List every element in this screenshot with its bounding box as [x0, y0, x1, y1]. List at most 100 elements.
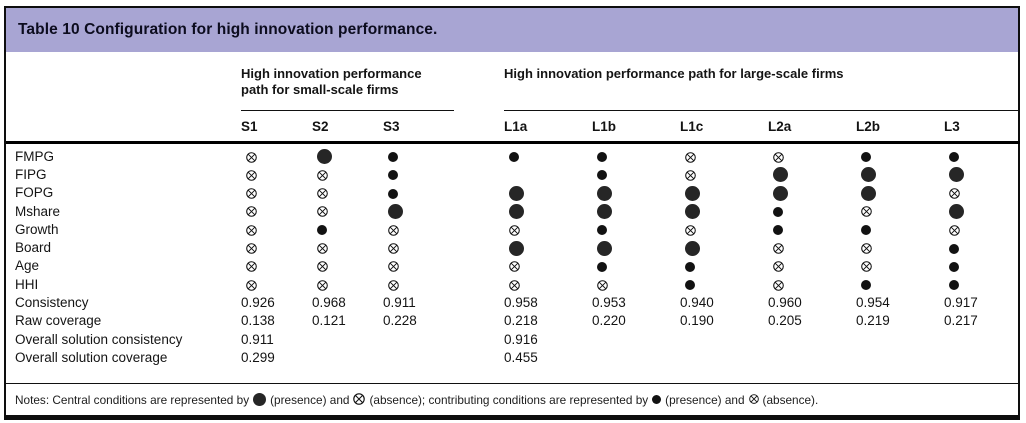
contributing-presence-icon — [388, 152, 398, 163]
condition-cell — [312, 275, 383, 293]
table-row: HHI — [6, 275, 1020, 293]
stat-value: 0.911 — [383, 295, 416, 311]
group-gap — [454, 238, 504, 256]
central-presence-icon — [597, 185, 613, 201]
absence-icon — [317, 170, 328, 181]
contributing-presence-icon — [949, 280, 960, 291]
absence-icon — [773, 243, 784, 254]
table-row: Age — [6, 257, 1020, 275]
row-label: Raw coverage — [15, 313, 102, 329]
stat-value: 0.968 — [312, 295, 346, 311]
condition-cell — [312, 165, 383, 183]
absence-icon — [246, 279, 257, 291]
absence-icon — [685, 170, 696, 181]
row-label: FOPG — [15, 185, 54, 201]
table-row: Overall solution coverage 0.299 0.455 — [6, 348, 1020, 366]
stat-value — [768, 348, 856, 366]
condition-cell — [944, 238, 1020, 256]
contributing-presence-icon — [773, 206, 784, 217]
stat-value: 0.926 — [241, 295, 275, 311]
stat-value — [944, 330, 1020, 348]
stat-value: 0.916 — [504, 331, 538, 347]
group-gap — [454, 312, 504, 330]
stat-value — [592, 348, 680, 366]
condition-cell — [856, 275, 944, 293]
notes-text: (absence). — [762, 392, 819, 407]
absence-icon — [773, 261, 784, 273]
column-header-l1b: L1b — [592, 110, 681, 144]
absence-icon — [388, 224, 399, 236]
absence-icon — [246, 170, 257, 181]
condition-cell — [768, 238, 856, 256]
absence-icon — [388, 279, 399, 291]
column-header-row: S1 S2 S3 L1a L1b L1c L2a L2b L3 — [6, 110, 1021, 144]
condition-cell — [944, 257, 1020, 275]
table-title: Table 10 Configuration for high innovati… — [18, 21, 438, 38]
table-row: Mshare — [6, 202, 1020, 220]
condition-cell — [944, 143, 1020, 166]
stat-value: 0.121 — [312, 313, 346, 329]
row-label: FIPG — [15, 166, 47, 182]
condition-cell — [680, 275, 768, 293]
absence-icon — [509, 224, 520, 236]
column-header-l2b: L2b — [856, 110, 945, 144]
contributing-presence-icon — [597, 225, 608, 236]
stat-value: 0.220 — [592, 313, 626, 329]
condition-cell — [768, 220, 856, 238]
condition-cell — [241, 184, 312, 202]
central-presence-icon — [773, 167, 789, 183]
condition-cell — [944, 165, 1020, 183]
condition-cell — [592, 275, 680, 293]
central-presence-icon — [685, 185, 701, 201]
absence-icon — [685, 224, 696, 236]
stat-value: 0.218 — [504, 313, 538, 329]
stat-value: 0.138 — [241, 313, 275, 329]
stat-value — [768, 330, 856, 348]
condition-cell — [592, 202, 680, 220]
condition-cell — [856, 238, 944, 256]
stat-value: 0.228 — [383, 313, 417, 329]
absence-icon — [388, 243, 399, 254]
contributing-presence-icon — [597, 152, 608, 163]
condition-cell — [383, 202, 454, 220]
group-gap — [454, 110, 505, 144]
contributing-presence-icon — [685, 280, 696, 291]
central-presence-icon — [317, 149, 332, 165]
stat-value: 0.940 — [680, 295, 714, 311]
central-presence-icon — [253, 392, 267, 406]
row-label: Board — [15, 240, 52, 256]
stat-value — [383, 348, 454, 366]
condition-cell — [856, 143, 944, 166]
absence-icon — [317, 261, 328, 273]
condition-cell — [768, 257, 856, 275]
stat-value — [312, 348, 383, 366]
central-presence-icon — [597, 240, 613, 256]
group-gap — [454, 293, 504, 311]
central-presence-icon — [949, 167, 965, 183]
table-row: FMPG — [6, 143, 1020, 166]
absence-icon — [317, 188, 328, 199]
condition-cell — [241, 275, 312, 293]
group-gap — [454, 184, 504, 202]
table-row: Board — [6, 238, 1020, 256]
condition-cell — [383, 165, 454, 183]
condition-cell — [680, 257, 768, 275]
central-presence-icon — [773, 185, 789, 201]
central-presence-icon — [509, 204, 525, 219]
condition-cell — [856, 220, 944, 238]
condition-cell — [592, 143, 680, 166]
condition-cell — [504, 275, 592, 293]
condition-cell — [504, 165, 592, 183]
absence-icon — [949, 224, 960, 236]
condition-cell — [768, 143, 856, 166]
condition-cell — [944, 184, 1020, 202]
contributing-presence-icon — [861, 152, 872, 163]
condition-cell — [312, 184, 383, 202]
stat-value: 0.960 — [768, 295, 802, 311]
stat-value — [592, 330, 680, 348]
central-absence-icon — [353, 393, 366, 406]
condition-cell — [768, 202, 856, 220]
group-gap — [454, 348, 504, 366]
stat-value: 0.299 — [241, 349, 275, 365]
group-gap — [454, 330, 504, 348]
